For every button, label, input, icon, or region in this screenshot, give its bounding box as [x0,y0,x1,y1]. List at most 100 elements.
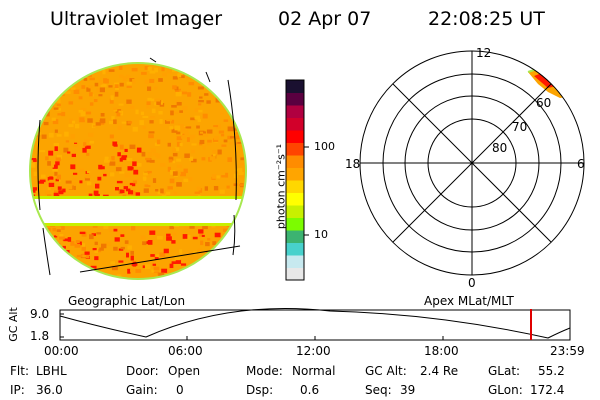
speckle-pixel [172,261,176,264]
geo-panel-label: Geographic Lat/Lon [68,294,186,308]
speckle-pixel [129,78,135,82]
speckle-pixel [82,147,87,153]
speckle-pixel [206,100,211,104]
speckle-pixel [84,145,91,149]
speckle-pixel [100,113,105,117]
speckle-pixel [33,171,37,177]
speckle-pixel [152,272,158,277]
speckle-pixel [191,158,197,163]
speckle-pixel [85,255,90,259]
speckle-pixel [94,241,98,246]
speckle-pixel [186,137,190,142]
speckle-pixel [48,150,54,156]
speckle-pixel [115,167,122,172]
speckle-pixel [207,139,212,143]
speckle-pixel [120,246,125,250]
speckle-pixel [135,109,139,115]
geo-grid-line [232,214,236,256]
mlt-label-6: 6 [577,157,585,171]
colorbar-segment [286,105,304,118]
speckle-pixel [240,176,245,179]
speckle-pixel [180,171,187,177]
speckle-pixel [199,139,205,145]
speckle-pixel [93,124,98,128]
gcalt-value: 2.4 Re [420,364,459,378]
speckle-pixel [220,112,224,115]
speckle-pixel [59,236,65,240]
speckle-pixel [70,164,76,170]
lat-label-70: 70 [512,120,528,134]
speckle-pixel [124,173,131,178]
speckle-pixel [79,180,83,184]
speckle-pixel [83,78,88,81]
speckle-pixel [147,170,152,174]
speckle-pixel [152,263,157,266]
speckle-pixel [149,120,154,124]
colorbar-segment [286,155,304,168]
speckle-pixel [121,155,128,158]
speckle-pixel [212,241,217,246]
speckle-pixel [116,274,122,278]
speckle-pixel [233,183,238,186]
speckle-pixel [141,71,147,75]
speckle-pixel [154,257,159,260]
speckle-pixel [109,134,114,139]
speckle-pixel [38,180,44,184]
speckle-pixel [57,113,64,116]
speckle-pixel [88,132,94,137]
speckle-pixel [54,190,59,195]
speckle-pixel [236,135,240,140]
speckle-pixel [47,227,51,231]
polar-axis-diagonal [392,83,552,243]
speckle-pixel [126,252,130,258]
speckle-pixel [201,157,206,161]
speckle-pixel [156,139,161,145]
speckle-pixel [113,119,117,125]
speckle-pixel [49,179,54,184]
speckle-pixel [149,159,155,163]
speckle-pixel [150,98,157,102]
geo-grid-line [42,227,51,276]
speckle-pixel [70,182,77,186]
dsp-label: Dsp: [246,383,274,397]
speckle-pixel [92,224,98,228]
speckle-pixel [109,120,114,125]
speckle-pixel [219,189,225,194]
speckle-pixel [184,132,190,137]
speckle-pixel [147,240,153,245]
speckle-pixel [172,232,177,236]
speckle-pixel [65,180,72,184]
speckle-pixel [233,173,238,179]
seq-label: Seq: [365,383,392,397]
speckle-pixel [135,192,141,196]
speckle-pixel [75,123,80,129]
speckle-pixel [202,113,208,119]
speckle-pixel [213,138,219,142]
speckle-pixel [167,186,173,190]
speckle-pixel [180,263,187,266]
speckle-pixel [115,187,119,191]
speckle-pixel [109,161,116,166]
speckle-pixel [68,124,74,128]
speckle-pixel [52,119,59,125]
speckle-pixel [174,111,179,114]
speckle-pixel [126,99,132,104]
speckle-pixel [84,177,90,181]
speckle-pixel [172,76,178,80]
speckle-pixel [154,98,161,102]
speckle-pixel [111,116,115,120]
speckle-pixel [124,148,128,153]
speckle-pixel [73,172,78,175]
speckle-pixel [159,252,166,257]
colorbar-tick-label-10: 10 [314,228,328,241]
speckle-pixel [129,182,134,186]
speckle-pixel [179,110,183,113]
speckle-pixel [144,264,151,270]
speckle-pixel [123,186,129,190]
speckle-pixel [144,184,149,187]
speckle-pixel [207,142,211,146]
glon-label: GLon: [488,383,523,397]
speckle-pixel [104,78,109,84]
